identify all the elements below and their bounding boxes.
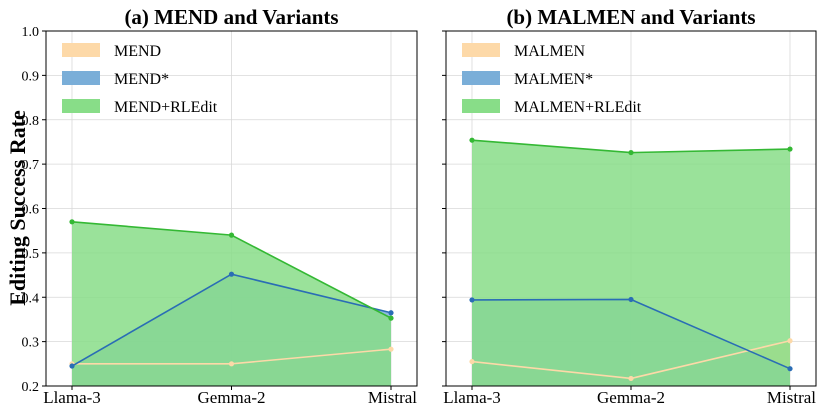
data-point (787, 146, 793, 152)
x-tick-label: Gemma-2 (597, 388, 665, 407)
legend-swatch (62, 99, 100, 113)
legend-swatch (462, 43, 500, 57)
area-2 (472, 140, 790, 386)
legend-label: MALMEN (514, 43, 586, 60)
x-tick-label: Llama-3 (43, 388, 101, 407)
y-tick-label: 0.4 (22, 291, 40, 306)
data-point (469, 137, 475, 143)
panel-mend: 0.2 0.3 0.4 0.5 0.6 0.7 0.8 0.9 1.0 Llama-3 Gemma-… (22, 5, 418, 407)
data-point (628, 296, 634, 303)
panel-malmen: Llama-3 Gemma-2 Mistral (b) MALMEN and Vari… (442, 5, 817, 407)
y-axis-label: Editing Success Rate (5, 110, 30, 306)
y-tick-label: 0.5 (22, 247, 40, 262)
data-point (628, 149, 634, 156)
y-tick-label: 0.8 (22, 114, 40, 129)
legend-label: MEND* (114, 71, 169, 88)
data-point (388, 310, 394, 316)
x-tick-label: Mistral (368, 388, 417, 407)
chart-title: (a) MEND and Variants (124, 5, 338, 29)
legend-label: MEND+RLEdit (114, 99, 218, 116)
data-point (228, 361, 235, 367)
legend-swatch (62, 71, 100, 85)
x-tick-label: Gemma-2 (198, 388, 266, 407)
data-point (228, 232, 235, 238)
data-point (628, 375, 634, 382)
legend-swatch (62, 43, 100, 57)
data-point (69, 219, 75, 225)
data-point (388, 346, 394, 352)
legend-label: MALMEN* (514, 71, 593, 88)
area-2 (72, 221, 391, 386)
y-tick-label: 0.3 (22, 336, 40, 351)
data-point (787, 338, 793, 344)
x-tick-label: Llama-3 (443, 388, 501, 407)
data-point (469, 297, 475, 303)
data-point (228, 271, 235, 277)
legend-swatch (462, 99, 500, 113)
legend-label: MEND (114, 43, 161, 60)
data-point (69, 363, 75, 369)
legend-swatch (462, 71, 500, 85)
chart-title: (b) MALMEN and Variants (506, 5, 755, 29)
data-point (787, 366, 793, 372)
y-tick-label: 0.7 (22, 158, 40, 173)
x-tick-label: Mistral (767, 388, 816, 407)
y-tick-label: 0.9 (22, 69, 40, 84)
data-point (388, 315, 394, 321)
legend-label: MALMEN+RLEdit (514, 99, 642, 116)
y-tick-label: 0.2 (22, 380, 40, 395)
y-tick-label: 0.6 (22, 203, 40, 218)
data-point (469, 358, 475, 365)
y-tick-label: 1.0 (22, 25, 40, 40)
